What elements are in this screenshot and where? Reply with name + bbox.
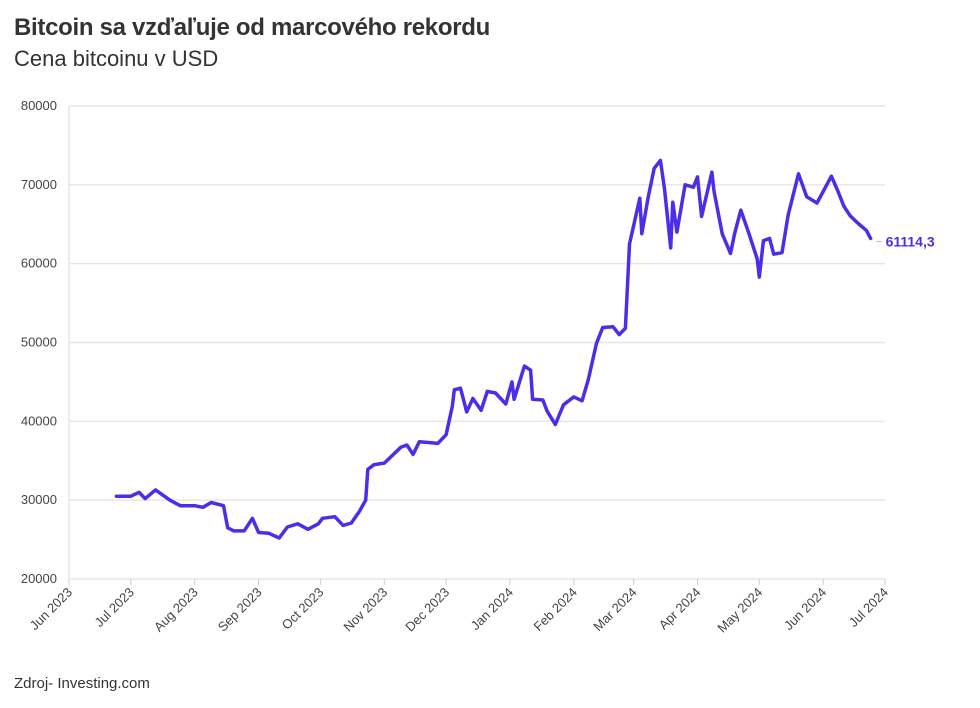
y-tick-label: 20000 [21,571,57,586]
chart-title: Bitcoin sa vzďaľuje od marcového rekordu [14,14,490,41]
y-tick-label: 60000 [21,256,57,271]
x-tick-label: Jun 2023 [27,585,75,633]
x-tick-label: Mar 2024 [590,585,639,634]
x-tick-label: May 2024 [714,585,765,636]
y-tick-label: 40000 [21,413,57,428]
x-tick-label: Jul 2023 [92,585,137,630]
source-note: Zdroj- Investing.com [14,675,150,692]
x-tick-label: Jun 2024 [781,585,829,633]
chart-subtitle: Cena bitcoinu v USD [14,46,219,71]
y-tick-label: 80000 [21,98,57,113]
x-tick-label: Sep 2023 [215,585,265,635]
x-tick-label: Apr 2024 [656,585,704,633]
x-tick-label: Dec 2023 [402,585,452,635]
x-tick-label: Oct 2023 [279,585,327,633]
x-tick-label: Aug 2023 [151,585,201,635]
y-tick-label: 50000 [21,335,57,350]
y-tick-label: 30000 [21,492,57,507]
x-tick-label: Jul 2024 [846,585,891,630]
x-tick-label: Nov 2023 [340,585,390,635]
price-line [114,158,873,540]
y-tick-label: 70000 [21,177,57,192]
end-value-label: 61114,3 [886,233,935,249]
x-tick-label: Jan 2024 [468,585,516,633]
x-tick-label: Feb 2024 [531,585,580,634]
